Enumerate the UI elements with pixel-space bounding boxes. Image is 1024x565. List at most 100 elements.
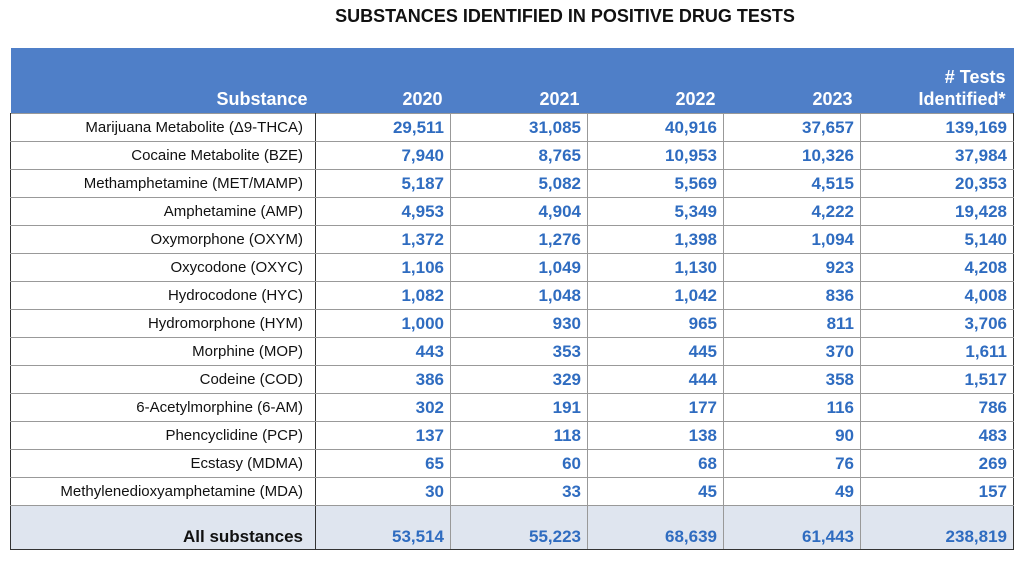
count-cell: 37,657: [723, 113, 861, 142]
count-cell: 8,765: [450, 141, 588, 170]
substance-cell: Codeine (COD): [10, 365, 316, 394]
count-cell: 30: [315, 477, 451, 506]
header-cell: 2020: [315, 48, 451, 114]
title: SUBSTANCES IDENTIFIED IN POSITIVE DRUG T…: [335, 6, 795, 26]
count-cell: 31,085: [450, 113, 588, 142]
count-cell: 302: [315, 393, 451, 422]
count-cell: 965: [587, 309, 724, 338]
count-cell: 90: [723, 421, 861, 450]
count-cell: 33: [450, 477, 588, 506]
count-cell: 1,106: [315, 253, 451, 282]
count-cell: 836: [723, 281, 861, 310]
count-cell: 177: [587, 393, 724, 422]
count-cell: 29,511: [315, 113, 451, 142]
table-row: Cocaine Metabolite (BZE) 7,940 8,765 10,953…: [10, 141, 1014, 170]
table-row: Ecstasy (MDMA) 65 60 68 76 269: [10, 449, 1014, 478]
count-cell: 4,515: [723, 169, 861, 198]
count-cell: 68,639: [587, 505, 724, 550]
substance-cell: All substances: [10, 505, 316, 550]
count-cell: 1,082: [315, 281, 451, 310]
count-cell: 5,082: [450, 169, 588, 198]
count-cell: 157: [860, 477, 1014, 506]
count-cell: 923: [723, 253, 861, 282]
count-cell: 444: [587, 365, 724, 394]
table-row: Oxycodone (OXYC) 1,106 1,049 1,130 923 4,208: [10, 253, 1014, 282]
table-row: Morphine (MOP) 443 353 445 370 1,611: [10, 337, 1014, 366]
substance-cell: Ecstasy (MDMA): [10, 449, 316, 478]
table-row: Oxymorphone (OXYM) 1,372 1,276 1,398 1,094 5,…: [10, 225, 1014, 254]
count-cell: 45: [587, 477, 724, 506]
substance-cell: Methylenedioxyamphetamine (MDA): [10, 477, 316, 506]
count-cell: 53,514: [315, 505, 451, 550]
substance-cell: Morphine (MOP): [10, 337, 316, 366]
count-cell: 1,000: [315, 309, 451, 338]
count-cell: 1,048: [450, 281, 588, 310]
table-row: Methamphetamine (MET/MAMP) 5,187 5,082 5,56…: [10, 169, 1014, 198]
count-cell: 116: [723, 393, 861, 422]
count-cell: 483: [860, 421, 1014, 450]
count-cell: 1,042: [587, 281, 724, 310]
count-cell: 4,208: [860, 253, 1014, 282]
count-cell: 19,428: [860, 197, 1014, 226]
count-cell: 269: [860, 449, 1014, 478]
count-cell: 1,517: [860, 365, 1014, 394]
count-cell: 137: [315, 421, 451, 450]
count-cell: 191: [450, 393, 588, 422]
count-cell: 1,372: [315, 225, 451, 254]
count-cell: 138: [587, 421, 724, 450]
count-cell: 1,276: [450, 225, 588, 254]
count-cell: 5,569: [587, 169, 724, 198]
count-cell: 1,094: [723, 225, 861, 254]
count-cell: 139,169: [860, 113, 1014, 142]
count-cell: 353: [450, 337, 588, 366]
count-cell: 4,953: [315, 197, 451, 226]
drug-table: Substance 2020 2021 2022 2023 # Tests Identif…: [10, 48, 1014, 550]
count-cell: 40,916: [587, 113, 724, 142]
count-cell: 7,940: [315, 141, 451, 170]
count-cell: 1,130: [587, 253, 724, 282]
table-row: All substances 53,514 55,223 68,639 61,443 23…: [10, 505, 1014, 550]
header-cell: 2021: [450, 48, 588, 114]
count-cell: 4,904: [450, 197, 588, 226]
substance-cell: Cocaine Metabolite (BZE): [10, 141, 316, 170]
count-cell: 386: [315, 365, 451, 394]
count-cell: 5,187: [315, 169, 451, 198]
count-cell: 4,008: [860, 281, 1014, 310]
count-cell: 4,222: [723, 197, 861, 226]
substance-cell: Oxymorphone (OXYM): [10, 225, 316, 254]
header-cell: Substance: [10, 48, 316, 114]
count-cell: 76: [723, 449, 861, 478]
header-cell: # Tests Identified*: [860, 48, 1014, 114]
count-cell: 358: [723, 365, 861, 394]
count-cell: 49: [723, 477, 861, 506]
substance-cell: Hydrocodone (HYC): [10, 281, 316, 310]
substance-cell: 6-Acetylmorphine (6-AM): [10, 393, 316, 422]
table-row: Codeine (COD) 386 329 444 358 1,517: [10, 365, 1014, 394]
table-row: 6-Acetylmorphine (6-AM) 302 191 177 116 786: [10, 393, 1014, 422]
count-cell: 68: [587, 449, 724, 478]
table-row: Hydrocodone (HYC) 1,082 1,048 1,042 836 4,008: [10, 281, 1014, 310]
count-cell: 37,984: [860, 141, 1014, 170]
substance-cell: Phencyclidine (PCP): [10, 421, 316, 450]
count-cell: 1,398: [587, 225, 724, 254]
count-cell: 3,706: [860, 309, 1014, 338]
count-cell: 65: [315, 449, 451, 478]
table-row: Phencyclidine (PCP) 137 118 138 90 483: [10, 421, 1014, 450]
table-row: Marijuana Metabolite (Δ9-THCA) 29,511 31,0…: [10, 113, 1014, 142]
count-cell: 10,953: [587, 141, 724, 170]
count-cell: 60: [450, 449, 588, 478]
count-cell: 370: [723, 337, 861, 366]
count-cell: 238,819: [860, 505, 1014, 550]
substance-cell: Methamphetamine (MET/MAMP): [10, 169, 316, 198]
count-cell: 118: [450, 421, 588, 450]
table-row: Amphetamine (AMP) 4,953 4,904 5,349 4,222 19,…: [10, 197, 1014, 226]
count-cell: 329: [450, 365, 588, 394]
count-cell: 20,353: [860, 169, 1014, 198]
substance-cell: Hydromorphone (HYM): [10, 309, 316, 338]
header-row: Substance 2020 2021 2022 2023 # Tests Identif…: [10, 48, 1014, 114]
count-cell: 55,223: [450, 505, 588, 550]
substance-cell: Oxycodone (OXYC): [10, 253, 316, 282]
count-cell: 5,349: [587, 197, 724, 226]
count-cell: 930: [450, 309, 588, 338]
